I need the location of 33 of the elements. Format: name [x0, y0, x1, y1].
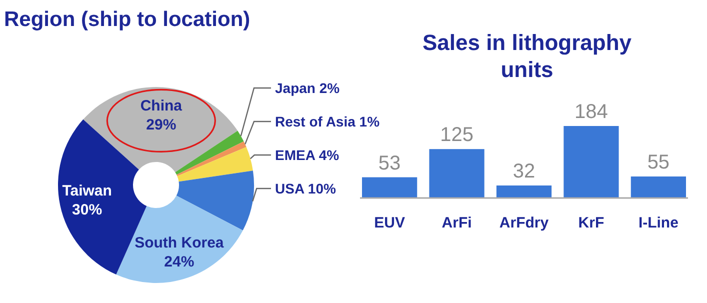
data-label: 30% — [72, 202, 102, 219]
slice-label: Japan 2% — [275, 80, 340, 96]
slice-label: South Korea — [134, 234, 224, 252]
donut-slice — [176, 170, 254, 230]
donut-slice — [177, 147, 253, 182]
data-label: 55 — [647, 151, 670, 174]
x-tick-label: ArFi — [442, 214, 472, 232]
data-label: 29% — [146, 116, 176, 134]
data-label: 32 — [512, 160, 536, 182]
data-label: 125 — [440, 124, 474, 146]
slice-label: USA 10% — [275, 180, 336, 196]
slice-label: Rest of Asia 1% — [275, 114, 380, 130]
x-tick-label: EUV — [374, 214, 405, 232]
donut-slice — [175, 130, 244, 175]
chart-title: Sales in lithography units — [422, 30, 632, 82]
data-label: 184 — [574, 101, 608, 123]
donut-slice — [83, 87, 238, 172]
chart-title: Region (ship to location) — [4, 8, 250, 31]
donut-slice — [176, 141, 246, 176]
bar — [496, 185, 552, 198]
x-tick-label: ArFdry — [499, 214, 550, 232]
bar — [630, 176, 686, 198]
bar — [362, 177, 418, 198]
bar — [429, 149, 484, 198]
bar — [564, 126, 619, 198]
slice-label: Taiwan — [62, 182, 112, 200]
data-label: 53 — [378, 152, 401, 174]
x-tick-label: I-Line — [638, 214, 678, 232]
donut-slice — [116, 196, 243, 283]
slice-label: China — [140, 98, 183, 115]
slice-label: EMEA 4% — [275, 147, 340, 163]
data-label: 24% — [164, 254, 194, 271]
x-tick-label: KrF — [578, 214, 604, 232]
